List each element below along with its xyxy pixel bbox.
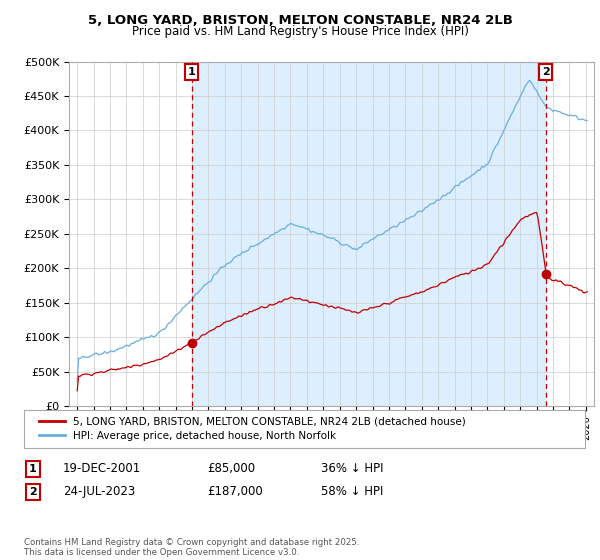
Text: 24-JUL-2023: 24-JUL-2023: [63, 485, 135, 498]
Text: £85,000: £85,000: [207, 462, 255, 475]
Text: Contains HM Land Registry data © Crown copyright and database right 2025.
This d: Contains HM Land Registry data © Crown c…: [24, 538, 359, 557]
Text: 36% ↓ HPI: 36% ↓ HPI: [321, 462, 383, 475]
Text: 1: 1: [188, 67, 196, 77]
Text: 2: 2: [542, 67, 550, 77]
Text: £187,000: £187,000: [207, 485, 263, 498]
Text: 1: 1: [29, 464, 37, 474]
Text: 5, LONG YARD, BRISTON, MELTON CONSTABLE, NR24 2LB: 5, LONG YARD, BRISTON, MELTON CONSTABLE,…: [88, 14, 512, 27]
Text: 19-DEC-2001: 19-DEC-2001: [63, 462, 141, 475]
Legend: 5, LONG YARD, BRISTON, MELTON CONSTABLE, NR24 2LB (detached house), HPI: Average: 5, LONG YARD, BRISTON, MELTON CONSTABLE,…: [35, 413, 470, 445]
Text: 58% ↓ HPI: 58% ↓ HPI: [321, 485, 383, 498]
Text: 2: 2: [29, 487, 37, 497]
Bar: [191, 62, 546, 406]
Text: Price paid vs. HM Land Registry's House Price Index (HPI): Price paid vs. HM Land Registry's House …: [131, 25, 469, 38]
